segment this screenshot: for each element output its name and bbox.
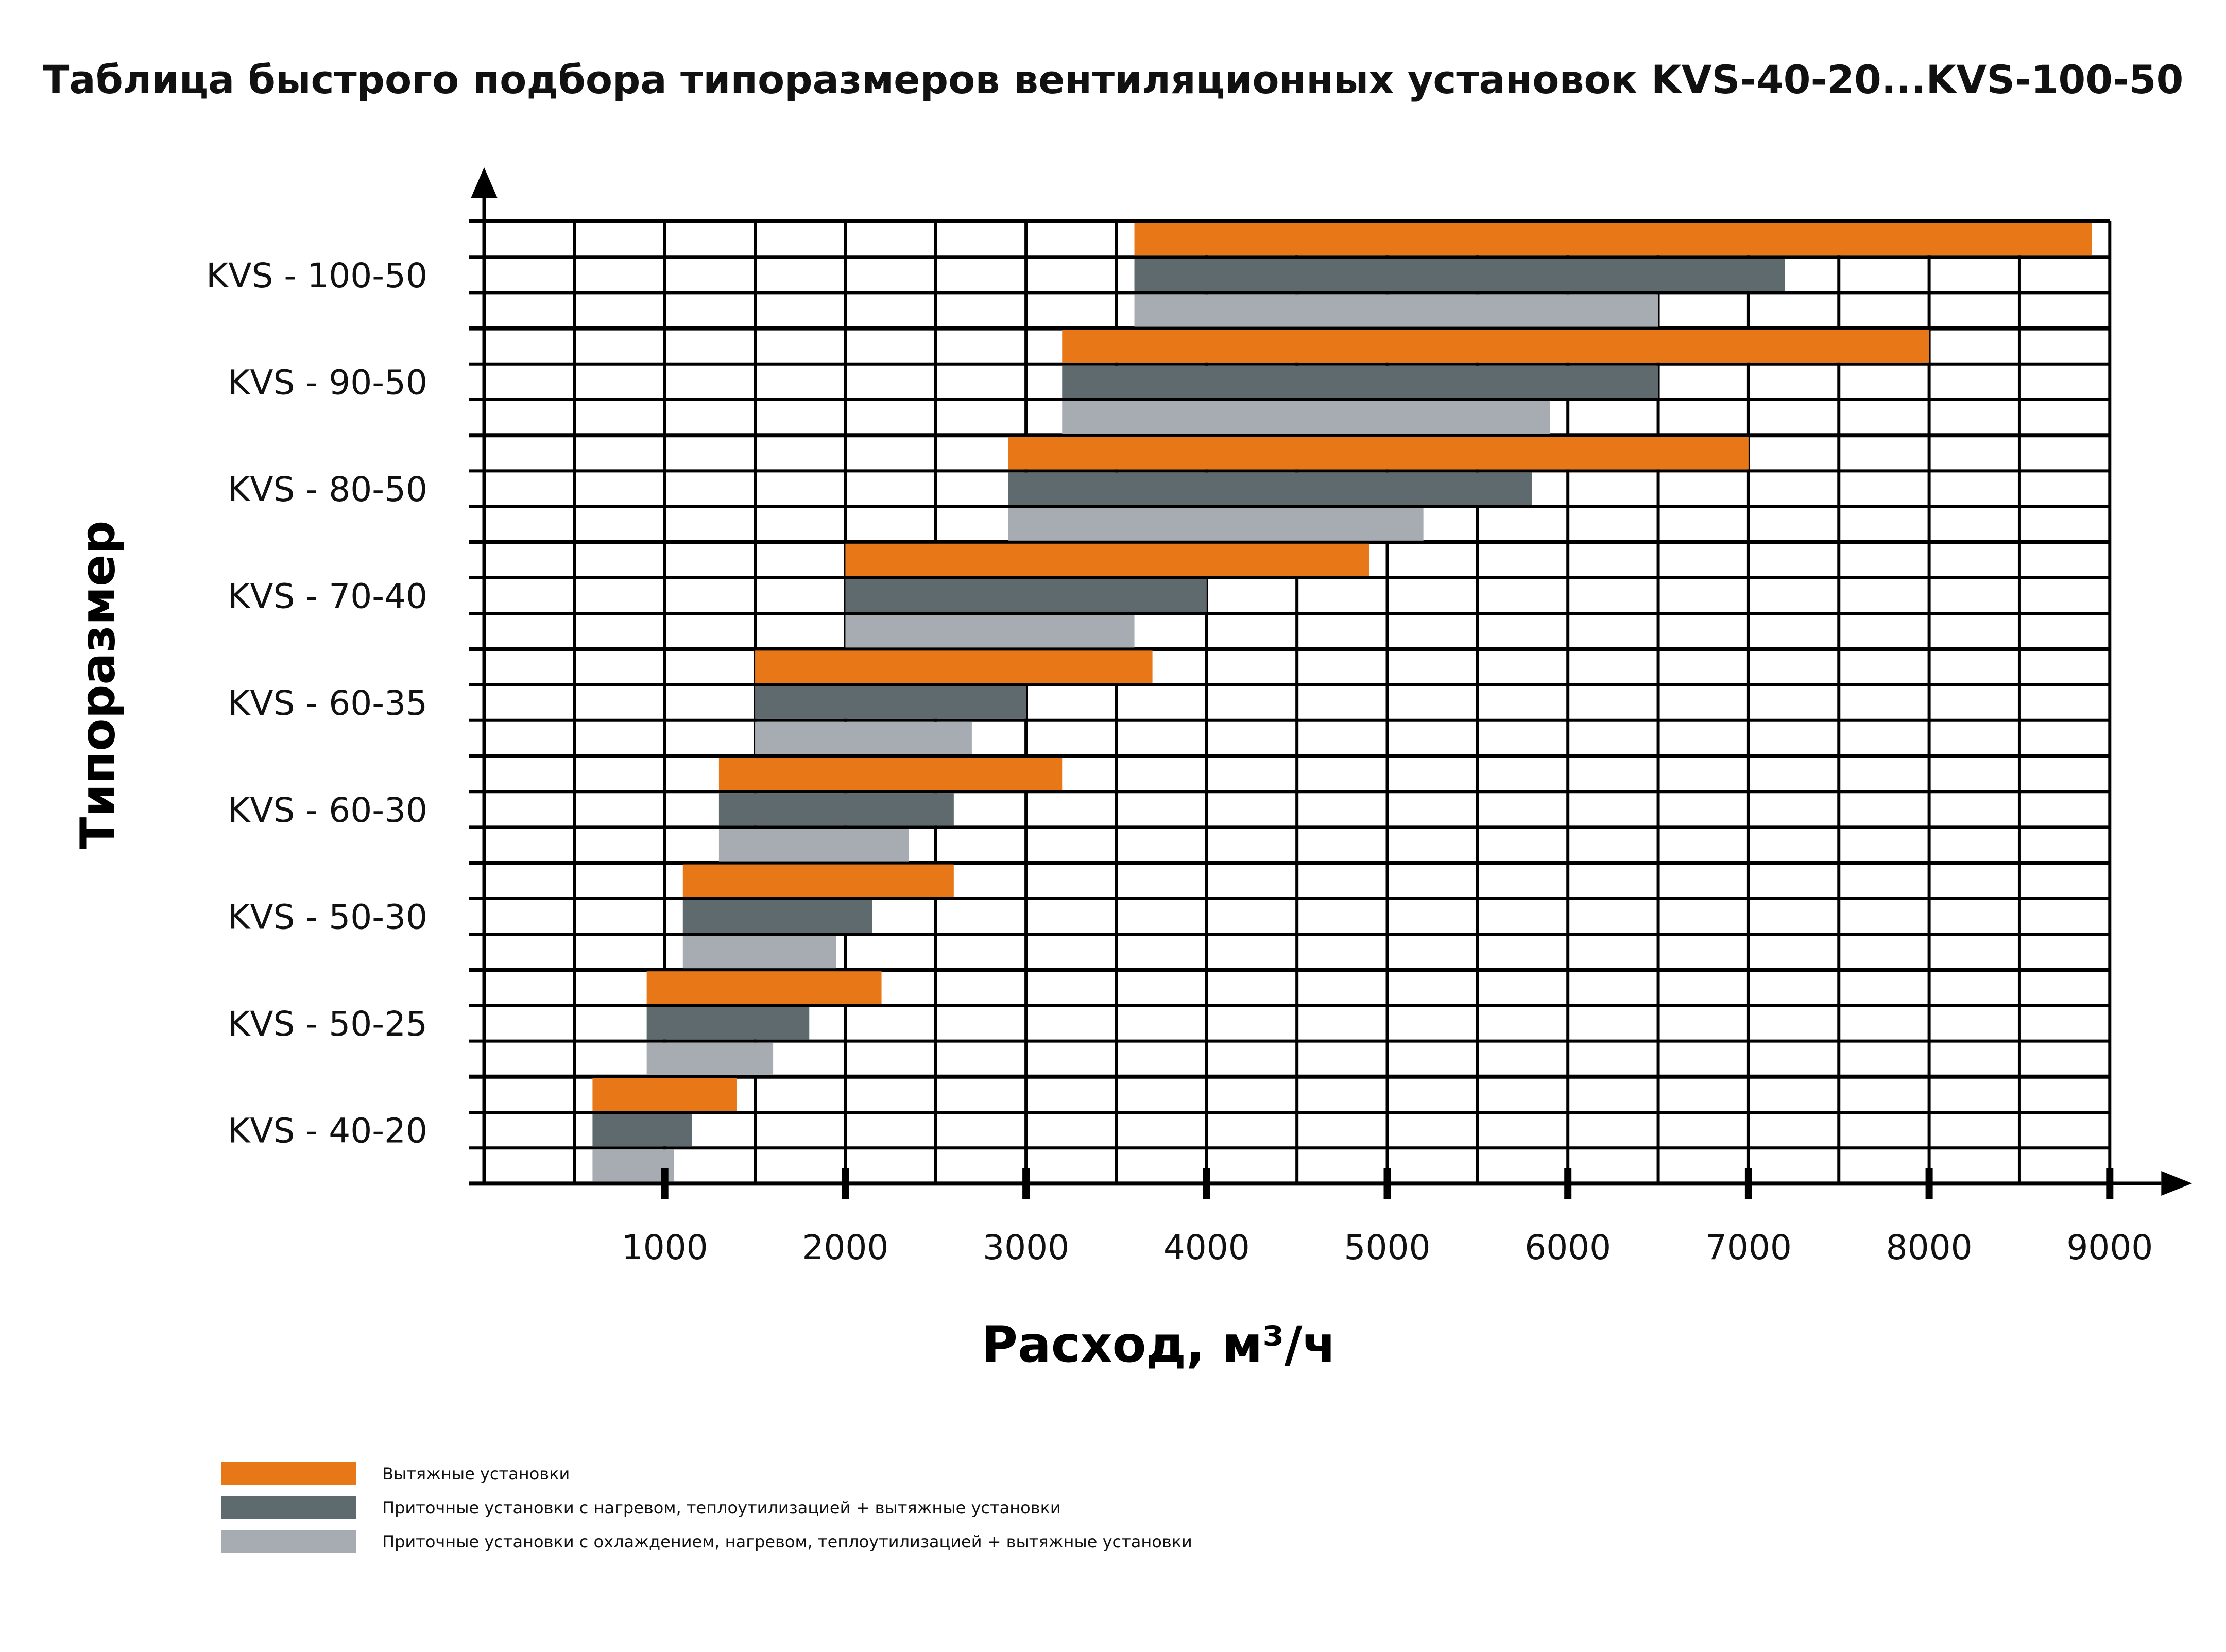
- bar-KVS-50-30-series-0: [682, 864, 954, 897]
- bar-KVS-100-50-series-2: [1134, 294, 1658, 327]
- bar-KVS-50-30-series-1: [682, 900, 873, 933]
- legend-item-supply-heating: Приточные установки с нагревом, теплоути…: [221, 1496, 1061, 1519]
- bar-KVS-80-50-series-0: [1008, 437, 1749, 470]
- x-tick-label: 7000: [1705, 1228, 1792, 1267]
- x-axis-arrow-icon: [2161, 1171, 2193, 1196]
- x-tick-mark: [661, 1168, 669, 1199]
- legend-label: Приточные установки с нагревом, теплоути…: [382, 1498, 1061, 1518]
- legend-swatch: [221, 1496, 356, 1519]
- legend-swatch: [221, 1530, 356, 1553]
- bar-KVS-90-50-series-0: [1062, 330, 1929, 363]
- legend-item-supply-cooling: Приточные установки с охлаждением, нагре…: [221, 1530, 1192, 1553]
- x-tick-label: 9000: [2066, 1228, 2153, 1267]
- bar-KVS-100-50-series-1: [1134, 259, 1785, 291]
- x-tick-mark: [2106, 1168, 2114, 1199]
- bar-KVS-60-30-series-0: [718, 758, 1063, 790]
- bar-KVS-80-50-series-1: [1008, 472, 1532, 505]
- y-tick-label: KVS - 80-50: [228, 470, 427, 509]
- y-tick-label: KVS - 40-20: [228, 1111, 427, 1151]
- bar-KVS-100-50-series-0: [1134, 223, 2092, 256]
- bar-KVS-50-25-series-1: [646, 1007, 810, 1040]
- y-axis-arrow-icon: [471, 167, 498, 198]
- bar-KVS-60-30-series-1: [718, 793, 954, 826]
- bar-KVS-40-20-series-2: [592, 1149, 674, 1182]
- bar-KVS-70-40-series-2: [845, 615, 1135, 648]
- x-tick-mark: [1022, 1168, 1030, 1199]
- bar-KVS-50-25-series-2: [646, 1042, 774, 1075]
- x-tick-label: 8000: [1886, 1228, 1973, 1267]
- chart-title: Таблица быстрого подбора типоразмеров ве…: [42, 57, 2184, 102]
- bar-KVS-50-30-series-2: [682, 936, 836, 969]
- x-tick-label: 6000: [1525, 1228, 1611, 1267]
- bar-KVS-60-30-series-2: [718, 829, 909, 862]
- x-axis-label: Расход, м³/ч: [981, 1316, 1337, 1373]
- bar-KVS-60-35-series-2: [755, 721, 972, 754]
- y-tick-label: KVS - 100-50: [206, 256, 427, 296]
- bar-KVS-70-40-series-1: [845, 579, 1207, 612]
- x-tick-label: 3000: [983, 1228, 1069, 1267]
- x-tick-mark: [1203, 1168, 1210, 1199]
- y-tick-label: KVS - 90-50: [228, 363, 427, 402]
- x-tick-label: 4000: [1163, 1228, 1250, 1267]
- y-tick-label: KVS - 60-35: [228, 683, 427, 723]
- bar-KVS-80-50-series-2: [1008, 508, 1424, 541]
- bar-KVS-70-40-series-0: [845, 543, 1369, 576]
- x-tick-label: 2000: [802, 1228, 888, 1267]
- bar-KVS-90-50-series-2: [1062, 401, 1550, 434]
- legend-label: Приточные установки с охлаждением, нагре…: [382, 1532, 1192, 1552]
- bar-KVS-60-35-series-1: [755, 686, 1026, 719]
- legend-item-exhaust: Вытяжные установки: [221, 1462, 570, 1485]
- x-tick-mark: [1564, 1168, 1572, 1199]
- x-tick-mark: [1744, 1168, 1752, 1199]
- bar-KVS-60-35-series-0: [755, 650, 1153, 683]
- legend-label: Вытяжные установки: [382, 1464, 570, 1484]
- x-tick-label: 5000: [1344, 1228, 1431, 1267]
- bar-KVS-90-50-series-1: [1062, 365, 1658, 398]
- y-tick-label: KVS - 70-40: [228, 577, 427, 616]
- bar-KVS-50-25-series-0: [646, 971, 882, 1004]
- y-tick-label: KVS - 50-30: [228, 897, 427, 937]
- bar-KVS-40-20-series-0: [592, 1078, 737, 1111]
- y-tick-label: KVS - 50-25: [228, 1004, 427, 1044]
- bar-KVS-40-20-series-1: [592, 1114, 692, 1147]
- x-tick-mark: [1383, 1168, 1391, 1199]
- x-tick-label: 1000: [622, 1228, 708, 1267]
- y-tick-label: KVS - 60-30: [228, 790, 427, 830]
- legend-swatch: [221, 1462, 356, 1485]
- x-tick-mark: [1925, 1168, 1933, 1199]
- x-tick-mark: [842, 1168, 849, 1199]
